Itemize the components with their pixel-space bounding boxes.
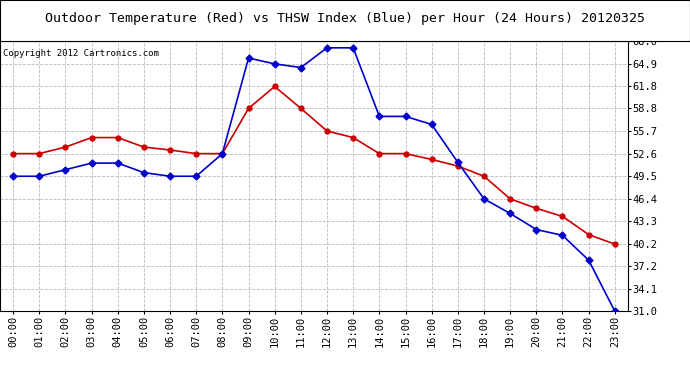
Text: Copyright 2012 Cartronics.com: Copyright 2012 Cartronics.com [3, 50, 159, 58]
Text: Outdoor Temperature (Red) vs THSW Index (Blue) per Hour (24 Hours) 20120325: Outdoor Temperature (Red) vs THSW Index … [45, 12, 645, 25]
